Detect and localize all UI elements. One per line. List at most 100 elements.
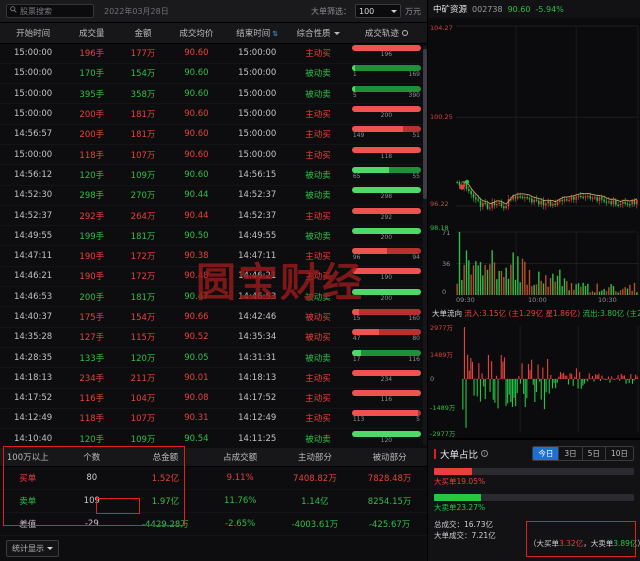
stats-ratio: -2.65%	[202, 512, 278, 536]
table-row[interactable]: 14:12:49 118手 107万 90.31 14:12:49 主动买 113 5	[0, 408, 427, 430]
col-nature[interactable]: 综合性质	[290, 23, 346, 44]
col-volume[interactable]: 成交量	[66, 23, 118, 44]
table-row[interactable]: 14:56:12 120手 109万 90.60 14:56:15 被动卖 65 55	[0, 164, 427, 186]
table-row[interactable]: 14:56:57 200手 181万 90.60 15:00:00 主动买 149 51	[0, 124, 427, 145]
track-bar	[351, 65, 421, 72]
track-bar-seg-right	[379, 329, 421, 335]
stock-header[interactable]: 中矿资源 002738 90.60 -5.94%	[428, 0, 640, 18]
cell-end-time: 15:00:00	[224, 43, 291, 64]
big-sell-fill	[434, 494, 481, 501]
big-order-filter-select[interactable]: 100	[355, 4, 401, 18]
cell-nature: 主动买	[290, 408, 346, 430]
table-row[interactable]: 14:52:37 292手 264万 90.44 14:52:37 主动买 292	[0, 205, 427, 227]
track-bar	[351, 268, 421, 275]
cell-amount: 172万	[117, 266, 169, 288]
track-bar-labels: 149 51	[352, 132, 421, 139]
big-order-panel: 大单占比 i 今日 3日 5日 10日 大买单19.05% 大卖单23.27% 总成交…	[428, 438, 640, 561]
col-end-time[interactable]: 结束时间 ⇅	[224, 23, 291, 44]
track-label-right: 116	[380, 396, 393, 404]
stats-label: 买单	[0, 466, 56, 490]
table-row[interactable]: 14:52:30 298手 270万 90.44 14:52:37 被动卖 298	[0, 185, 427, 206]
track-bar	[351, 288, 421, 295]
col-amount[interactable]: 金额	[117, 23, 169, 44]
price-chart[interactable]: 104.27 100.25 96.22	[428, 18, 640, 226]
table-row[interactable]: 15:00:00 118手 107万 90.60 15:00:00 主动买 118	[0, 144, 427, 166]
cell-start-time: 14:28:35	[0, 347, 67, 369]
info-icon[interactable]: i	[481, 450, 489, 457]
track-bar	[351, 85, 421, 92]
cell-amount: 181万	[117, 103, 169, 125]
track-label-right: 200	[380, 294, 393, 302]
table-row[interactable]: 14:49:55 199手 181万 90.50 14:49:55 被动卖 200	[0, 225, 427, 247]
col-active-part: 主动部分	[277, 447, 353, 467]
table-row[interactable]: 15:00:00 196手 177万 90.60 15:00:00 主动买 196	[0, 43, 427, 64]
track-label-left: 65	[352, 172, 361, 180]
table-row[interactable]: 14:17:52 116手 104万 90.08 14:17:52 主动买 116	[0, 388, 427, 409]
big-sell-progress	[434, 494, 634, 501]
table-row[interactable]: 14:10:40 120手 109万 90.54 14:11:25 被动卖 120	[0, 428, 427, 445]
track-label-right: 118	[380, 152, 393, 160]
statistics-display-button[interactable]: 统计显示	[6, 540, 59, 557]
cell-amount: 107万	[117, 144, 169, 166]
flow-chart[interactable]: 2977万 1489万 0 -1489万 -2977万	[428, 320, 640, 438]
period-tab-5日[interactable]: 5日	[583, 447, 606, 460]
table-row[interactable]: 14:46:21 190手 172万 90.48 14:46:21 主动买 190	[0, 266, 427, 288]
flow-outflow-detail: (主2	[626, 309, 640, 318]
volume-chart[interactable]: 71 36 0 98.18 09:30 10:00 10:30	[428, 224, 640, 306]
flow-outflow: 流出:3.80亿	[582, 309, 625, 318]
col-track[interactable]: 成交轨迹	[345, 23, 427, 44]
cell-avg-price: 90.31	[168, 408, 225, 430]
track-bar-labels: 234	[352, 376, 421, 383]
cell-start-time: 14:18:13	[0, 367, 67, 389]
table-row[interactable]: 14:46:53 200手 181万 90.47 14:46:53 被动卖 200	[0, 286, 427, 308]
col-avg-price[interactable]: 成交均价	[168, 23, 225, 44]
stats-passive: -425.67万	[352, 512, 427, 536]
cell-amount: 181万	[117, 225, 169, 247]
deals-table-wrapper[interactable]: 开始时间 成交量 金额 成交均价 结束时间 ⇅ 综合性质 成交轨迹 15:00:0…	[0, 23, 427, 445]
cell-volume: 170手	[66, 63, 118, 85]
table-row[interactable]: 15:00:00 395手 358万 90.60 15:00:00 被动卖 5 390	[0, 83, 427, 105]
track-bar-labels: 113 5	[352, 416, 421, 423]
track-bar-seg-left	[351, 106, 421, 113]
cell-track: 17 116	[345, 347, 427, 369]
col-nature-label: 综合性质	[296, 28, 331, 39]
table-scrollbar[interactable]	[423, 46, 427, 445]
table-row[interactable]: 14:35:28 127手 115万 90.52 14:35:34 被动买 47 80	[0, 327, 427, 348]
table-row[interactable]: 14:18:13 234手 211万 90.01 14:18:13 主动买 234	[0, 367, 427, 389]
cell-avg-price: 90.60	[168, 144, 225, 166]
period-tab-今日[interactable]: 今日	[533, 447, 560, 460]
summary-prefix: （大买单	[529, 539, 559, 548]
cell-track: 65 55	[345, 164, 427, 186]
search-input[interactable]: 股票搜索	[6, 4, 94, 18]
col-start-time[interactable]: 开始时间	[0, 23, 67, 44]
cell-end-time: 14:49:55	[224, 225, 291, 247]
track-label-right: 120	[380, 436, 393, 444]
cell-amount: 120万	[117, 347, 169, 369]
cell-track: 113 5	[345, 408, 427, 430]
deals-header-row: 开始时间 成交量 金额 成交均价 结束时间 ⇅ 综合性质 成交轨迹	[0, 23, 427, 44]
summary-buy-value: 3.32亿	[559, 539, 584, 548]
cell-start-time: 14:46:53	[0, 286, 67, 308]
cell-amount: 109万	[117, 428, 169, 445]
flow-label: 大单流向	[432, 309, 462, 318]
table-row[interactable]: 14:47:11 190手 172万 90.38 14:47:11 主动买 96 94	[0, 245, 427, 267]
cell-nature: 被动卖	[290, 63, 346, 85]
stats-count: -29	[55, 512, 129, 536]
cell-end-time: 14:46:53	[224, 286, 291, 308]
cell-avg-price: 90.60	[168, 103, 225, 125]
cell-track: 96 94	[345, 245, 427, 267]
table-scrollbar-thumb[interactable]	[423, 49, 427, 199]
table-row[interactable]: 14:28:35 133手 120万 90.05 14:31:31 被动卖 17 116	[0, 347, 427, 369]
table-row[interactable]: 15:00:00 200手 181万 90.60 15:00:00 主动买 200	[0, 103, 427, 125]
table-row[interactable]: 15:00:00 170手 154万 90.60 15:00:00 被动卖 1 169	[0, 63, 427, 85]
cell-amount: 172万	[117, 245, 169, 267]
track-label-left: 17	[352, 355, 361, 363]
search-icon	[10, 6, 17, 16]
period-tab-3日[interactable]: 3日	[559, 447, 583, 460]
stats-row: 买单 80 1.52亿 9.11% 7408.82万 7828.48万	[0, 466, 427, 490]
cell-amount: 154万	[117, 306, 169, 328]
track-bar-seg-left	[351, 430, 421, 437]
track-bar-labels: 15 160	[352, 315, 421, 322]
table-row[interactable]: 14:40:37 175手 154万 90.66 14:42:46 被动买 15 160	[0, 306, 427, 328]
period-tab-10日[interactable]: 10日	[610, 449, 628, 458]
